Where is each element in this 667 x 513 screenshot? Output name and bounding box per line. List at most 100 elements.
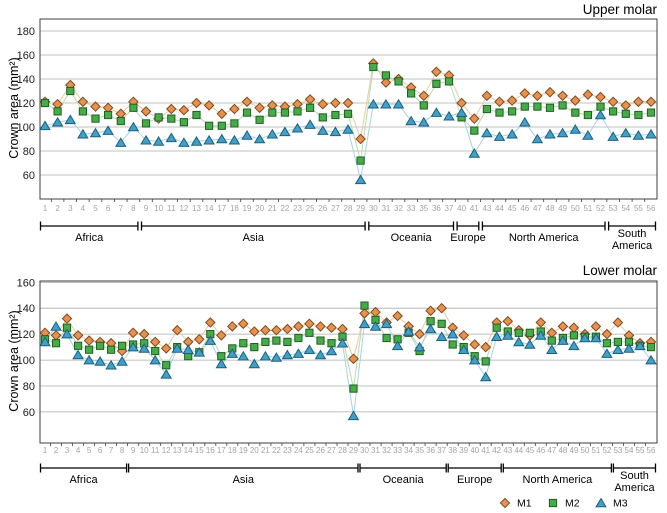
svg-text:11: 11: [167, 204, 176, 213]
triangle-marker: [634, 340, 646, 351]
triangle-marker: [317, 125, 329, 135]
square-marker: [360, 301, 369, 310]
svg-text:52: 52: [596, 204, 605, 213]
triangle-marker: [279, 126, 291, 137]
svg-text:33: 33: [393, 446, 402, 455]
triangle-marker: [569, 124, 582, 134]
svg-text:180: 180: [17, 26, 35, 38]
diamond-marker: [282, 323, 293, 335]
square-marker: [85, 345, 94, 354]
triangle-marker: [182, 344, 194, 354]
square-marker: [419, 101, 428, 110]
triangle-marker: [204, 335, 217, 345]
triangle-marker: [178, 137, 190, 147]
square-marker: [634, 110, 643, 120]
svg-text:20: 20: [250, 446, 259, 455]
triangle-marker: [292, 348, 305, 358]
diamond-marker: [204, 317, 216, 328]
square-marker: [331, 110, 340, 120]
diamond-marker: [260, 324, 271, 336]
triangle-marker: [89, 127, 102, 138]
square-marker: [382, 333, 391, 343]
triangle-marker: [72, 349, 84, 360]
triangle-marker: [430, 107, 443, 117]
square-marker: [514, 328, 523, 337]
triangle-marker: [51, 116, 64, 127]
svg-text:43: 43: [503, 446, 512, 455]
svg-text:16: 16: [206, 446, 215, 455]
diamond-marker: [293, 321, 304, 332]
svg-text:17: 17: [217, 446, 226, 455]
triangle-marker: [531, 133, 544, 144]
diamond-marker: [380, 77, 392, 88]
svg-text:1: 1: [43, 446, 48, 455]
x-axis-ticks: [50, 443, 646, 446]
diamond-marker: [237, 318, 249, 330]
plot-frame: [39, 18, 658, 200]
square-marker: [621, 109, 630, 118]
square-marker: [217, 121, 226, 130]
region-label: Africa: [75, 232, 104, 244]
square-marker: [407, 89, 416, 98]
triangle-marker: [435, 331, 448, 341]
diamond-marker: [607, 96, 619, 108]
square-marker: [548, 498, 558, 508]
triangle-marker: [61, 328, 73, 339]
diamond-marker: [359, 308, 370, 319]
triangle-marker: [590, 332, 602, 343]
region-label: Oceania: [383, 474, 425, 486]
svg-text:7: 7: [119, 204, 124, 213]
triangle-marker: [105, 359, 117, 370]
triangle-marker: [468, 354, 481, 365]
diamond-marker: [315, 321, 326, 332]
triangle-marker: [259, 350, 272, 361]
svg-text:11: 11: [151, 446, 160, 455]
diamond-marker: [418, 90, 430, 102]
svg-text:46: 46: [520, 204, 529, 213]
triangle-marker: [77, 128, 89, 139]
region-label: Asia: [233, 474, 255, 486]
plot-frame: [39, 280, 658, 444]
diamond-marker: [499, 497, 511, 509]
diamond-marker: [519, 88, 531, 99]
square-marker: [272, 336, 281, 345]
triangle-marker: [557, 335, 569, 345]
triangle-marker: [203, 134, 215, 145]
square-marker: [482, 104, 491, 114]
diamond-marker: [506, 95, 518, 106]
triangle-marker: [424, 323, 437, 334]
diamond-marker: [61, 313, 73, 324]
square-marker: [318, 113, 327, 122]
diamond-marker: [348, 353, 359, 365]
diamond-marker: [271, 324, 282, 336]
square-marker: [305, 328, 314, 337]
square-marker: [283, 337, 292, 346]
svg-text:55: 55: [636, 446, 645, 455]
svg-text:5: 5: [87, 446, 92, 455]
svg-text:56: 56: [647, 446, 656, 455]
triangle-marker: [502, 330, 514, 340]
triangle-marker: [216, 133, 228, 144]
triangle-marker: [519, 116, 531, 127]
y-tick-labels: 160 140 120 100 80 60: [17, 277, 35, 419]
region-brackets: Africa Asia Oceania Europe North America Sout…: [39, 221, 657, 252]
svg-text:22: 22: [272, 446, 281, 455]
square-marker: [646, 108, 656, 117]
square-marker: [508, 107, 517, 116]
diamond-marker: [138, 328, 150, 340]
diamond-marker: [226, 321, 238, 332]
diamond-marker: [590, 321, 602, 332]
svg-text:60: 60: [23, 407, 35, 419]
diamond-marker: [633, 96, 644, 108]
svg-text:60: 60: [23, 170, 35, 182]
triangle-marker: [582, 130, 594, 140]
diamond-marker: [248, 326, 260, 337]
triangle-marker: [402, 326, 415, 336]
square-marker: [129, 103, 138, 112]
square-marker: [448, 340, 457, 349]
triangle-marker: [127, 121, 140, 132]
svg-text:54: 54: [621, 204, 630, 213]
triangle-marker: [171, 343, 183, 353]
